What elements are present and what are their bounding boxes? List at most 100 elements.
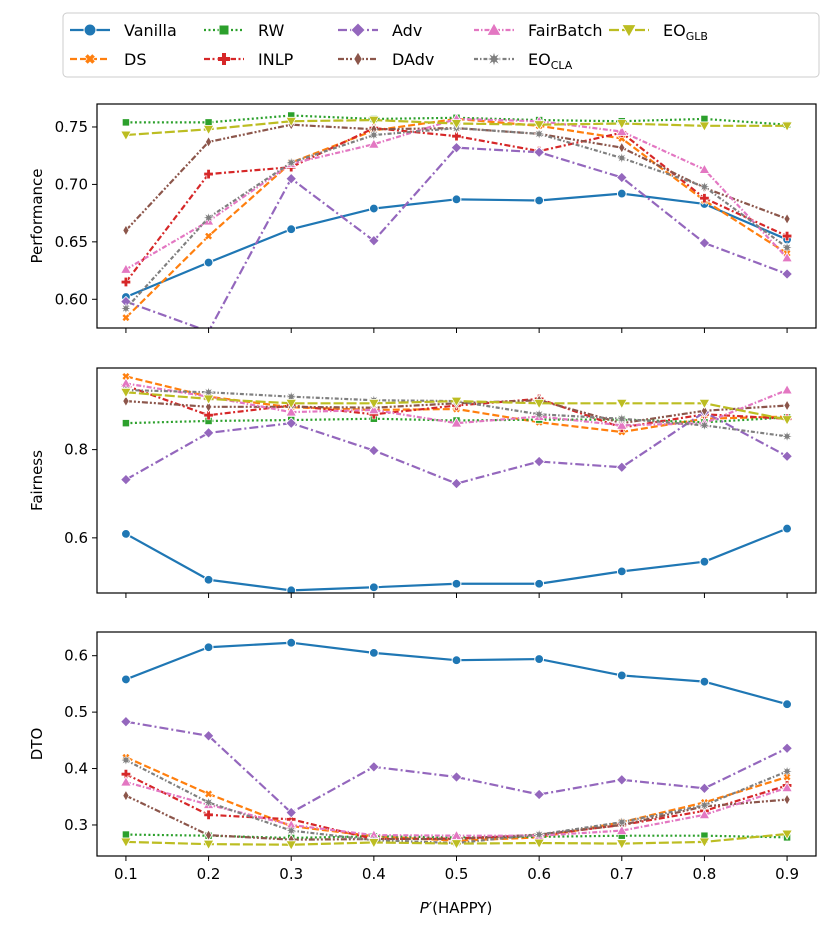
data-point-eoglb	[285, 840, 298, 851]
legend-label-vanilla: Vanilla	[124, 21, 177, 40]
y-tick-label: 0.6	[64, 647, 88, 665]
data-point-fairbatch	[698, 808, 711, 820]
data-point-vanilla	[368, 582, 379, 593]
data-point-vanilla	[368, 203, 379, 214]
data-point-eocla	[119, 302, 133, 315]
data-point-vanilla	[782, 699, 792, 710]
data-point-vanilla	[616, 188, 627, 199]
data-point-vanilla	[121, 528, 131, 539]
data-point-eocla	[119, 753, 133, 767]
data-point-inlp	[782, 231, 793, 242]
data-point-adv	[368, 234, 380, 247]
legend-entry-ds: DS	[70, 50, 146, 69]
data-point-dadv	[204, 400, 213, 413]
legend-label-eoglb: EOGLB	[663, 21, 708, 43]
data-point-vanilla	[121, 674, 131, 685]
data-point-eoglb	[202, 394, 215, 405]
data-point-rw	[121, 830, 130, 839]
data-point-eoglb	[533, 398, 546, 410]
data-point-adv	[616, 774, 628, 786]
data-point-vanilla	[451, 655, 462, 666]
series-eoglb	[120, 387, 793, 426]
data-point-adv	[202, 427, 215, 439]
data-point-fairbatch	[450, 417, 463, 428]
data-point-adv	[781, 268, 793, 280]
data-point-fairbatch	[781, 251, 793, 263]
data-point-adv	[781, 450, 793, 463]
legend-label-inlp: INLP	[258, 50, 294, 69]
data-point-eocla	[202, 211, 215, 224]
legend-entry-dadv: DAdv	[338, 50, 434, 69]
y-tick-label: 0.60	[55, 290, 88, 308]
data-point-inlp	[203, 809, 214, 820]
data-point-dadv	[783, 212, 791, 225]
x-tick-label: 0.9	[775, 865, 799, 883]
data-point-eoglb	[450, 119, 463, 130]
data-point-eoglb	[781, 829, 793, 841]
series-line-inlp	[125, 773, 788, 841]
data-point-eocla	[533, 828, 546, 841]
data-point-eocla	[615, 412, 628, 425]
data-point-eoglb	[202, 124, 215, 136]
data-point-adv	[450, 141, 463, 154]
y-axis-label-performance: Performance	[28, 168, 46, 263]
x-tick-label: 0.4	[362, 865, 386, 883]
data-point-adv	[533, 788, 545, 801]
data-point-vanilla	[699, 676, 710, 687]
data-point-vanilla	[616, 566, 627, 577]
series-line-eocla	[125, 127, 788, 310]
data-point-adv	[120, 473, 132, 486]
data-point-eoglb	[615, 119, 628, 130]
y-tick-label: 0.4	[64, 760, 88, 778]
legend-entry-eoglb: EOGLB	[609, 21, 708, 43]
legend: Vanilla DS RW INLP Adv DAdv FairBatch EOCLA EOGL…	[62, 12, 820, 78]
data-point-eocla	[202, 796, 215, 809]
series-eoglb	[120, 829, 793, 851]
y-tick-label: 0.5	[64, 703, 88, 721]
data-point-eoglb	[533, 838, 546, 850]
data-point-eocla	[698, 180, 711, 193]
data-point-eoglb	[285, 116, 298, 128]
legend-marker-inlp	[217, 52, 231, 66]
x-tick-label: 0.1	[114, 865, 138, 883]
x-axis-label-group: P′(HAPPY)	[420, 899, 493, 917]
data-point-eoglb	[367, 115, 380, 127]
data-point-adv	[285, 172, 297, 185]
data-point-fairbatch	[120, 776, 132, 787]
data-point-eoglb	[285, 398, 298, 410]
data-point-vanilla	[286, 585, 297, 593]
series-line-fairbatch	[125, 117, 788, 271]
data-point-eoglb	[450, 839, 463, 850]
data-point-eocla	[533, 408, 546, 421]
data-point-inlp	[699, 193, 710, 204]
data-point-inlp	[120, 277, 131, 288]
data-point-fairbatch	[367, 138, 380, 149]
legend-marker-ds	[84, 53, 96, 65]
series-line-adv	[125, 411, 788, 485]
data-point-eocla	[615, 151, 628, 165]
data-point-vanilla	[451, 194, 462, 205]
series-vanilla	[121, 637, 792, 710]
legend-label-ds: DS	[124, 50, 146, 69]
data-point-inlp	[203, 410, 214, 421]
data-point-eoglb	[781, 121, 793, 132]
y-tick-label: 0.3	[64, 816, 88, 834]
data-point-vanilla	[203, 574, 214, 585]
data-point-adv	[368, 761, 380, 773]
series-line-vanilla	[125, 641, 788, 706]
legend-label-adv: Adv	[392, 21, 422, 40]
data-point-vanilla	[368, 647, 379, 658]
legend-entry-inlp: INLP	[204, 50, 294, 69]
y-tick-label: 0.8	[64, 441, 88, 459]
series-fairbatch	[120, 776, 793, 840]
y-axis-label-dto: DTO	[28, 728, 46, 761]
y-tick-label: 0.6	[64, 529, 88, 547]
data-point-adv	[533, 146, 545, 159]
data-point-vanilla	[699, 556, 710, 567]
data-point-eoglb	[120, 130, 132, 142]
data-point-fairbatch	[120, 263, 132, 274]
legend-marker-eocla	[486, 51, 502, 67]
series-adv	[120, 406, 793, 490]
data-point-vanilla	[286, 224, 297, 235]
